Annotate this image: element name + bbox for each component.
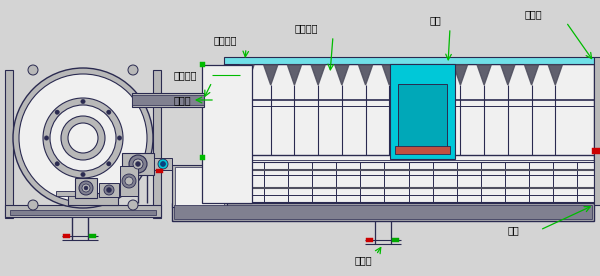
Text: 传动系统: 传动系统 <box>174 70 197 80</box>
Bar <box>175 167 224 205</box>
Circle shape <box>81 172 85 177</box>
Polygon shape <box>477 65 491 85</box>
Bar <box>174 205 592 219</box>
Circle shape <box>19 74 147 202</box>
Bar <box>5 70 13 218</box>
Text: 托轮: 托轮 <box>508 225 520 235</box>
Circle shape <box>44 136 49 140</box>
Bar <box>122 153 154 175</box>
Circle shape <box>161 161 166 166</box>
Bar <box>10 210 156 215</box>
Text: 出通口: 出通口 <box>525 9 542 19</box>
Text: 反冲洗管: 反冲洗管 <box>214 35 238 45</box>
Bar <box>156 169 163 173</box>
Bar <box>202 65 252 203</box>
Circle shape <box>128 65 138 75</box>
Circle shape <box>55 110 59 114</box>
Polygon shape <box>548 65 562 85</box>
Circle shape <box>125 177 133 185</box>
Bar <box>68 193 118 205</box>
Bar <box>366 238 373 242</box>
Text: 推送绞龙: 推送绞龙 <box>295 23 319 33</box>
Circle shape <box>133 159 143 169</box>
Circle shape <box>128 200 138 210</box>
Circle shape <box>84 186 88 190</box>
Circle shape <box>107 187 112 192</box>
Bar <box>224 162 594 202</box>
Polygon shape <box>454 65 467 85</box>
Polygon shape <box>382 65 396 85</box>
Circle shape <box>28 65 38 75</box>
Polygon shape <box>524 65 539 85</box>
Bar <box>89 234 96 238</box>
Circle shape <box>79 181 93 195</box>
Bar <box>392 238 399 242</box>
Polygon shape <box>264 65 278 85</box>
Text: 进料管: 进料管 <box>174 95 191 105</box>
Bar <box>120 166 138 196</box>
Polygon shape <box>501 65 515 85</box>
Bar <box>398 84 447 149</box>
Circle shape <box>107 110 111 114</box>
Text: 网筒: 网筒 <box>430 15 442 25</box>
Circle shape <box>107 162 111 166</box>
Circle shape <box>13 68 153 208</box>
Polygon shape <box>359 65 373 85</box>
Circle shape <box>129 155 147 173</box>
Circle shape <box>61 116 105 160</box>
Circle shape <box>68 123 98 153</box>
Polygon shape <box>335 65 349 85</box>
Bar <box>592 148 600 154</box>
Text: 出水管: 出水管 <box>355 255 373 265</box>
Circle shape <box>50 105 116 171</box>
Bar <box>395 146 450 154</box>
Circle shape <box>82 184 90 192</box>
Bar <box>172 203 594 221</box>
Bar <box>132 93 204 107</box>
Bar <box>200 62 205 67</box>
Bar <box>172 165 227 207</box>
Polygon shape <box>240 65 254 85</box>
Circle shape <box>104 185 114 195</box>
Circle shape <box>28 200 38 210</box>
Bar <box>153 70 161 218</box>
Circle shape <box>55 162 59 166</box>
Bar <box>75 178 97 198</box>
Bar <box>99 183 119 197</box>
Circle shape <box>81 99 85 104</box>
Bar <box>594 57 600 205</box>
Polygon shape <box>430 65 444 85</box>
Circle shape <box>136 161 140 166</box>
Bar <box>63 234 70 238</box>
Bar <box>154 158 172 170</box>
Circle shape <box>158 159 168 169</box>
Bar <box>56 191 78 196</box>
Bar <box>224 57 594 64</box>
Polygon shape <box>406 65 420 85</box>
Bar <box>224 64 594 164</box>
Bar <box>5 205 161 217</box>
Bar <box>200 155 205 160</box>
Polygon shape <box>287 65 301 85</box>
Circle shape <box>43 98 123 178</box>
Circle shape <box>122 174 136 188</box>
Bar <box>132 95 204 105</box>
Bar <box>390 64 455 159</box>
Circle shape <box>118 136 122 140</box>
Polygon shape <box>311 65 325 85</box>
